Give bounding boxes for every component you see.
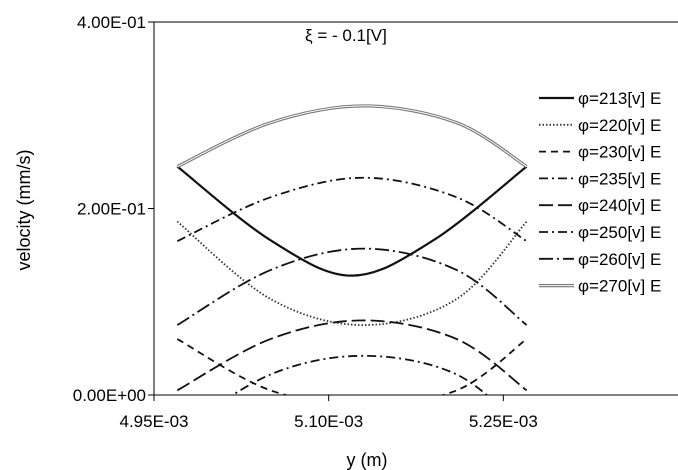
- x-tick-label: 5.10E-03: [294, 412, 363, 431]
- series-line-3: [176, 338, 528, 395]
- legend-label: φ=250[v] E: [578, 223, 661, 242]
- series-line-6: [231, 354, 489, 395]
- series-line-1: [176, 165, 528, 277]
- series-line-8: [176, 104, 528, 168]
- y-tick-label: 0.00E+00: [73, 386, 146, 405]
- legend-label: φ=260[v] E: [578, 250, 661, 269]
- legend-label: φ=213[v] E: [578, 89, 661, 108]
- legend-label: φ=235[v] E: [578, 169, 661, 188]
- series-line-8-inner: [177, 105, 527, 167]
- legend-label: φ=230[v] E: [578, 143, 661, 162]
- legend-label: φ=220[v] E: [578, 116, 661, 135]
- series-line-2: [176, 220, 528, 326]
- chart-annotation: ξ = - 0.1[V]: [305, 26, 387, 45]
- y-tick-label: 2.00E-01: [77, 200, 146, 219]
- x-axis-label: y (m): [347, 450, 388, 470]
- x-tick-label: 5.25E-03: [469, 412, 538, 431]
- series-line-5: [176, 319, 528, 392]
- series-line-7: [176, 247, 528, 326]
- y-tick-label: 4.00E-01: [77, 13, 146, 32]
- legend-label: φ=270[v] E: [578, 277, 661, 296]
- legend-label: φ=240[v] E: [578, 196, 661, 215]
- x-tick-label: 4.95E-03: [120, 412, 189, 431]
- series-line-4: [176, 176, 528, 242]
- y-axis-label: velocity (mm/s): [14, 150, 34, 271]
